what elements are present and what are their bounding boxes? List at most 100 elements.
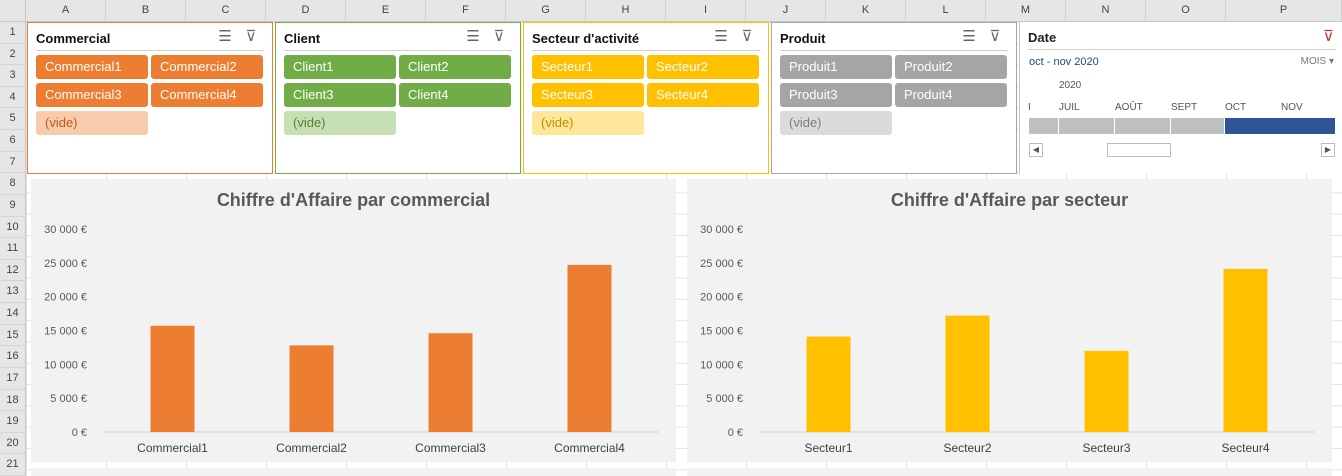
column-header[interactable]: P bbox=[1226, 0, 1342, 22]
slicer-item[interactable]: Secteur2 bbox=[647, 55, 759, 79]
row-header[interactable]: 11 bbox=[0, 238, 26, 260]
slicer-item[interactable]: Commercial3 bbox=[36, 83, 148, 107]
y-tick-label: 30 000 € bbox=[700, 224, 743, 236]
row-header[interactable]: 6 bbox=[0, 130, 26, 152]
clear-filter-icon[interactable]: ⊽ bbox=[989, 28, 1001, 45]
column-header[interactable]: F bbox=[426, 0, 506, 22]
multi-select-icon[interactable]: ☰ bbox=[466, 28, 480, 45]
timeline-month: OCT bbox=[1225, 102, 1247, 113]
bar[interactable] bbox=[150, 325, 195, 432]
row-header[interactable]: 21 bbox=[0, 454, 26, 476]
chart-plot: 0 € 5 000 € 10 000 € 15 000 € 20 000 € 25 000… bbox=[700, 224, 1315, 455]
bar[interactable] bbox=[567, 264, 612, 432]
row-header[interactable]: 16 bbox=[0, 346, 26, 368]
slicer-item[interactable]: Client3 bbox=[284, 83, 396, 107]
column-header[interactable]: G bbox=[506, 0, 586, 22]
row-header[interactable]: 3 bbox=[0, 65, 26, 87]
timeline-bar[interactable] bbox=[1029, 118, 1335, 134]
timeline-scrollbar[interactable]: ◀ ▶ bbox=[1029, 143, 1335, 157]
row-header[interactable]: 18 bbox=[0, 389, 26, 412]
select-all-corner[interactable] bbox=[0, 0, 26, 22]
column-header[interactable]: O bbox=[1146, 0, 1226, 22]
slicer-item[interactable]: Commercial2 bbox=[151, 55, 263, 79]
timeline-level-label: MOIS bbox=[1300, 56, 1327, 67]
clear-filter-icon[interactable]: ⊽ bbox=[1323, 28, 1334, 45]
clear-filter-icon[interactable]: ⊽ bbox=[741, 28, 753, 45]
slicer-item-empty[interactable]: (vide) bbox=[532, 111, 644, 135]
row-header[interactable]: 19 bbox=[0, 411, 26, 433]
slicer-item[interactable]: Commercial4 bbox=[151, 83, 263, 107]
column-header[interactable]: N bbox=[1066, 0, 1146, 22]
bar[interactable] bbox=[289, 345, 334, 432]
y-tick-label: 15 000 € bbox=[44, 326, 87, 338]
column-header[interactable]: C bbox=[186, 0, 266, 22]
column-header[interactable]: A bbox=[26, 0, 106, 22]
timeline-segment[interactable] bbox=[1029, 118, 1059, 134]
row-header[interactable]: 14 bbox=[0, 303, 26, 325]
column-header[interactable]: B bbox=[106, 0, 186, 22]
timeline-segment[interactable] bbox=[1171, 118, 1225, 134]
clear-filter-icon[interactable]: ⊽ bbox=[493, 28, 505, 45]
slicer-item[interactable]: Produit1 bbox=[780, 55, 892, 79]
timeline-segment[interactable] bbox=[1059, 118, 1115, 134]
timeline-segment[interactable] bbox=[1115, 118, 1171, 134]
row-header[interactable]: 4 bbox=[0, 86, 26, 109]
column-header[interactable]: E bbox=[346, 0, 426, 22]
slicer-item-empty[interactable]: (vide) bbox=[36, 111, 148, 135]
slicer-item[interactable]: Produit4 bbox=[895, 83, 1007, 107]
multi-select-icon[interactable]: ☰ bbox=[962, 28, 976, 45]
slicer-item[interactable]: Client4 bbox=[399, 83, 511, 107]
bar[interactable] bbox=[1223, 268, 1268, 432]
timeline-month: I bbox=[1028, 102, 1031, 113]
column-header[interactable]: K bbox=[826, 0, 906, 22]
bar[interactable] bbox=[428, 333, 473, 432]
row-header[interactable]: 10 bbox=[0, 216, 26, 239]
multi-select-icon[interactable]: ☰ bbox=[714, 28, 728, 45]
bar[interactable] bbox=[945, 315, 990, 432]
timeline-selection[interactable] bbox=[1225, 118, 1335, 134]
bar[interactable] bbox=[806, 336, 851, 432]
multi-select-icon[interactable]: ☰ bbox=[218, 28, 232, 45]
slicer-item[interactable]: Client2 bbox=[399, 55, 511, 79]
slicer-item[interactable]: Client1 bbox=[284, 55, 396, 79]
chart-ca-secteur[interactable]: Chiffre d'Affaire par secteur 0 € 5 000 €… bbox=[687, 179, 1332, 462]
row-header[interactable]: 7 bbox=[0, 151, 26, 174]
slicer-item[interactable]: Commercial1 bbox=[36, 55, 148, 79]
timeline-month: JUIL bbox=[1059, 102, 1080, 113]
y-tick-label: 0 € bbox=[72, 427, 87, 439]
y-tick-label: 10 000 € bbox=[700, 359, 743, 371]
column-header[interactable]: D bbox=[266, 0, 346, 22]
column-header[interactable]: H bbox=[586, 0, 666, 22]
row-header[interactable]: 12 bbox=[0, 259, 26, 282]
row-header[interactable]: 17 bbox=[0, 367, 26, 390]
slicer-item[interactable]: Secteur1 bbox=[532, 55, 644, 79]
chart-partial bbox=[687, 468, 1332, 476]
clear-filter-icon[interactable]: ⊽ bbox=[245, 28, 257, 45]
scroll-left-icon[interactable]: ◀ bbox=[1029, 143, 1043, 157]
scroll-right-icon[interactable]: ▶ bbox=[1321, 143, 1335, 157]
slicer-item[interactable]: Produit3 bbox=[780, 83, 892, 107]
scroll-thumb[interactable] bbox=[1107, 143, 1171, 157]
slicer-item[interactable]: Secteur3 bbox=[532, 83, 644, 107]
slicer-item[interactable]: Secteur4 bbox=[647, 83, 759, 107]
y-tick-label: 5 000 € bbox=[50, 393, 87, 405]
column-header[interactable]: I bbox=[666, 0, 746, 22]
row-header[interactable]: 20 bbox=[0, 432, 26, 455]
slicer-item-empty[interactable]: (vide) bbox=[284, 111, 396, 135]
row-header[interactable]: 15 bbox=[0, 324, 26, 347]
row-header[interactable]: 13 bbox=[0, 281, 26, 304]
chart-ca-commercial[interactable]: Chiffre d'Affaire par commercial 0 € 5 00… bbox=[31, 179, 676, 462]
timeline-level-dropdown[interactable]: MOIS ▾ bbox=[1300, 56, 1334, 67]
row-header[interactable]: 1 bbox=[0, 22, 26, 44]
column-header[interactable]: J bbox=[746, 0, 826, 22]
bar[interactable] bbox=[1084, 350, 1129, 432]
row-header[interactable]: 9 bbox=[0, 194, 26, 217]
slicer-item[interactable]: Produit2 bbox=[895, 55, 1007, 79]
column-header[interactable]: L bbox=[906, 0, 986, 22]
column-header[interactable]: M bbox=[986, 0, 1066, 22]
y-tick-label: 0 € bbox=[728, 427, 743, 439]
slicer-item-empty[interactable]: (vide) bbox=[780, 111, 892, 135]
row-header[interactable]: 8 bbox=[0, 173, 26, 195]
row-header[interactable]: 5 bbox=[0, 108, 26, 131]
row-header[interactable]: 2 bbox=[0, 43, 26, 66]
